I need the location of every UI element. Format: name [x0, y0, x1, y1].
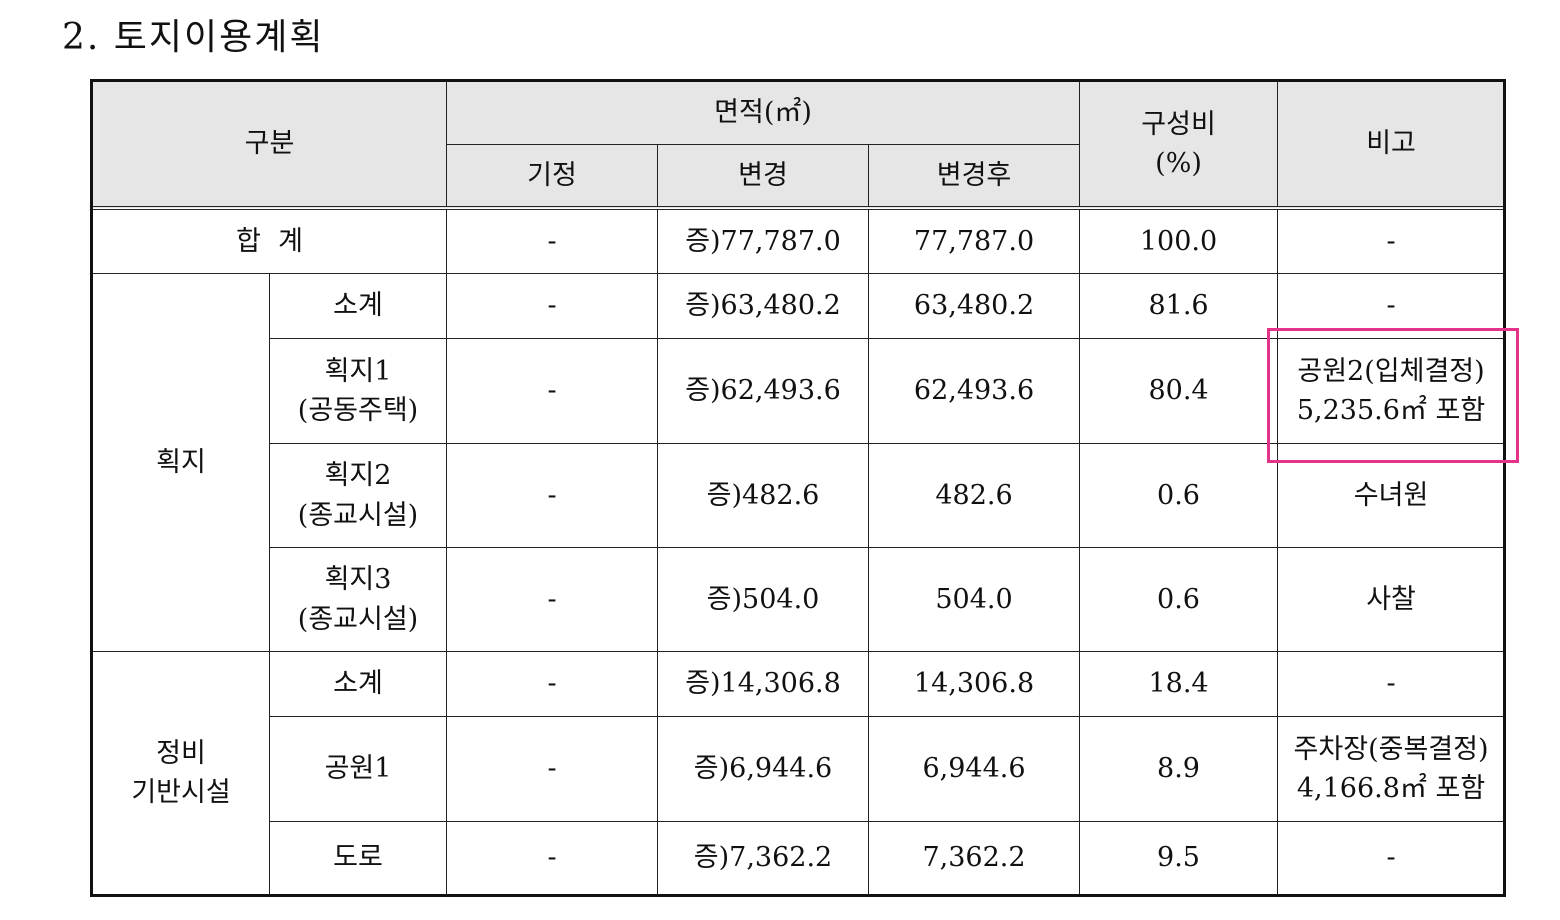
table-row: 도로 - 증)7,362.2 7,362.2 9.5 -	[93, 821, 1506, 895]
row-change: 증)62,493.6	[657, 338, 869, 444]
total-existing: -	[446, 205, 658, 274]
table-row: 획지1 (공동주택) - 증)62,493.6 62,493.6 80.4 공원…	[93, 338, 1506, 444]
group-lots: 획지	[92, 273, 270, 652]
row-remarks: 주차장(중복결정) 4,166.8㎡ 포함	[1277, 716, 1506, 822]
row-existing: -	[446, 821, 658, 895]
header-area: 면적(㎡)	[445, 81, 1081, 145]
row-change: 증)7,362.2	[657, 821, 869, 895]
total-row: 합 계 - 증)77,787.0 77,787.0 100.0 -	[92, 205, 1506, 274]
row-ratio: 0.6	[1079, 547, 1279, 652]
row-change: 증)14,306.8	[657, 651, 869, 717]
row-change: 증)482.6	[657, 443, 869, 548]
row-ratio: 0.6	[1079, 443, 1279, 548]
total-after: 77,787.0	[867, 205, 1081, 274]
row-name: 획지3 (종교시설)	[269, 547, 447, 652]
row-name: 획지2 (종교시설)	[269, 443, 447, 548]
row-remarks: 사찰	[1277, 547, 1506, 652]
header-change: 변경	[657, 144, 869, 208]
group-infra: 정비 기반시설	[92, 651, 270, 895]
highlight-box	[1267, 328, 1519, 463]
row-ratio: 9.5	[1079, 821, 1279, 895]
row-change: 증)63,480.2	[657, 273, 869, 339]
land-use-table: 구분 면적(㎡) 구성비 (%) 비고 기정 변경 변경후 합 계 - 증)77…	[92, 81, 1506, 895]
row-name: 소계	[269, 273, 447, 339]
table-row: 공원1 - 증)6,944.6 6,944.6 8.9 주차장(중복결정) 4,…	[93, 716, 1506, 822]
row-existing: -	[446, 651, 658, 717]
row-change: 증)6,944.6	[657, 716, 869, 822]
header-row-2: 기정 변경 변경후	[93, 144, 1505, 208]
header-row-1: 구분 면적(㎡) 구성비 (%) 비고	[92, 81, 1506, 208]
row-remarks: -	[1277, 821, 1506, 895]
row-ratio: 81.6	[1079, 273, 1279, 339]
header-category: 구분	[92, 81, 447, 208]
header-existing: 기정	[446, 144, 658, 208]
row-after: 63,480.2	[867, 273, 1081, 339]
row-after: 7,362.2	[867, 821, 1081, 895]
row-ratio: 18.4	[1079, 651, 1279, 717]
row-after: 14,306.8	[867, 651, 1081, 717]
row-remarks: -	[1277, 651, 1506, 717]
row-name: 공원1	[269, 716, 447, 822]
table-row: 정비 기반시설 소계 - 증)14,306.8 14,306.8 18.4 -	[92, 651, 1506, 895]
row-after: 6,944.6	[867, 716, 1081, 822]
total-remarks: -	[1277, 205, 1506, 274]
total-change: 증)77,787.0	[657, 205, 869, 274]
page-title: 2. 토지이용계획	[62, 17, 325, 58]
header-after: 변경후	[867, 144, 1081, 208]
row-remarks: 공원2(입체결정) 5,235.6㎡ 포함	[1277, 338, 1506, 444]
row-ratio: 8.9	[1079, 716, 1279, 822]
row-ratio: 80.4	[1079, 338, 1279, 444]
row-name: 획지1 (공동주택)	[269, 338, 447, 444]
total-ratio: 100.0	[1079, 205, 1279, 274]
total-label: 합 계	[92, 205, 447, 274]
row-after: 62,493.6	[867, 338, 1081, 444]
table-outer-border	[90, 79, 1506, 897]
row-existing: -	[446, 716, 658, 822]
row-after: 482.6	[867, 443, 1081, 548]
